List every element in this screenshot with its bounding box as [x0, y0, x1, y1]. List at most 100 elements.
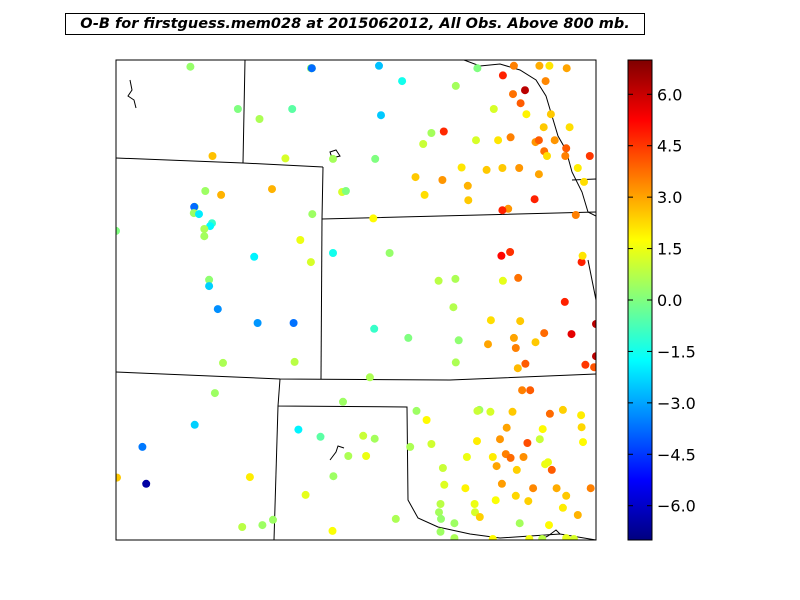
observation-point	[398, 77, 407, 86]
observation-point	[538, 425, 547, 434]
observation-point	[238, 523, 247, 531]
observation-point	[573, 164, 582, 172]
observation-point	[473, 64, 482, 73]
observation-point	[370, 434, 379, 443]
observation-point	[454, 336, 463, 345]
observation-point	[341, 187, 350, 195]
observation-point	[496, 435, 504, 444]
observation-point	[579, 438, 587, 447]
observation-point	[482, 165, 491, 174]
observation-point	[498, 164, 507, 172]
observation-point	[329, 472, 338, 481]
observation-point	[530, 195, 539, 204]
observation-point	[492, 462, 501, 471]
observation-point	[547, 465, 556, 474]
observation-point	[470, 500, 479, 508]
observation-point	[419, 140, 428, 148]
colorbar-tick-label: −1.5	[657, 342, 696, 361]
observation-point	[512, 465, 521, 474]
observation-point	[217, 190, 226, 199]
observation-point	[290, 357, 299, 366]
observation-point	[592, 352, 596, 361]
observation-point	[369, 214, 378, 223]
observation-point	[543, 152, 551, 160]
observation-point	[560, 297, 569, 306]
observation-point	[116, 226, 120, 235]
observation-point	[508, 407, 517, 416]
observation-point	[437, 514, 445, 523]
observation-point	[281, 154, 290, 163]
colorbar-tick-label: −3.0	[657, 394, 696, 413]
observation-point	[329, 249, 337, 257]
observation-point	[515, 164, 524, 172]
observation-point	[464, 196, 473, 205]
observation-point	[516, 99, 525, 108]
observation-point	[219, 358, 227, 367]
observation-point	[190, 420, 199, 429]
boundary-idaho-montana	[242, 60, 246, 164]
observation-points	[116, 61, 596, 540]
colorbar-tick-label: 0.0	[657, 291, 682, 310]
observation-point	[497, 479, 506, 488]
observation-point	[268, 185, 276, 194]
observation-point	[438, 464, 447, 472]
observation-point	[550, 136, 559, 145]
boundary-wyoming-north	[116, 157, 324, 168]
observation-point	[509, 61, 518, 70]
observation-point	[518, 386, 527, 395]
observation-point	[489, 105, 498, 113]
observation-point	[213, 305, 222, 314]
observation-point	[488, 453, 497, 461]
observation-point	[371, 154, 380, 163]
chart-title-text: O-B for firstguess.mem028 at 2015062012,…	[80, 16, 630, 32]
observation-point	[561, 152, 570, 160]
observation-point	[506, 133, 515, 142]
observation-point	[586, 484, 595, 493]
observation-point	[253, 319, 262, 327]
observation-point	[210, 389, 219, 398]
observation-point	[585, 152, 594, 160]
observation-point	[569, 535, 578, 540]
observation-point	[545, 409, 554, 418]
observation-point	[514, 273, 523, 282]
observation-point	[531, 338, 540, 347]
observation-point	[233, 105, 242, 113]
observation-point	[436, 500, 445, 508]
observation-point	[515, 519, 524, 528]
observation-point	[289, 319, 298, 327]
observation-point	[427, 440, 436, 448]
observation-point	[296, 236, 305, 244]
observation-point	[463, 181, 472, 190]
colorbar-ticks: 6.0 4.5 3.0 1.5 0.0 −1.5 −3.0 −4.5 −6.0	[628, 85, 696, 516]
colorbar-tick-label: 6.0	[657, 85, 682, 104]
observation-point	[306, 258, 315, 267]
observation-point	[375, 61, 383, 70]
observation-point	[472, 136, 480, 145]
observation-point	[562, 144, 571, 153]
observation-point	[307, 64, 316, 73]
observation-point	[592, 320, 596, 328]
observation-point	[511, 491, 520, 500]
observation-point	[200, 225, 209, 233]
observation-point	[497, 251, 506, 260]
observation-point	[288, 105, 297, 113]
colorbar-tick-label: 4.5	[657, 137, 682, 156]
colorbar-tick-label: −4.5	[657, 445, 696, 464]
observation-point	[525, 535, 534, 540]
observation-point	[580, 177, 588, 186]
boundary-kansas-missouri	[587, 259, 596, 301]
chart-title: O-B for firstguess.mem028 at 2015062012,…	[65, 13, 645, 35]
observation-point	[269, 515, 277, 524]
observation-point	[577, 258, 586, 267]
observation-point	[545, 61, 554, 70]
boundary-colorado-kansas-north	[116, 371, 596, 381]
observation-point	[208, 152, 217, 160]
observation-point	[116, 473, 121, 482]
observation-point	[359, 431, 368, 440]
map-area	[116, 60, 596, 540]
observation-point	[255, 115, 264, 123]
observation-point	[558, 503, 567, 512]
observation-point	[578, 251, 587, 260]
observation-point	[522, 110, 531, 119]
observation-point	[422, 416, 431, 424]
